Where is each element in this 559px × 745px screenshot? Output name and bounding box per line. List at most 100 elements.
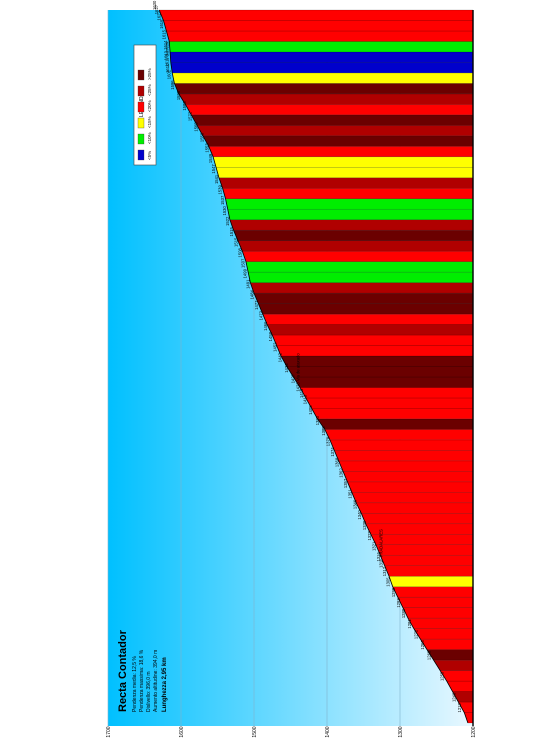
segment-band-61: [174, 83, 474, 94]
segment-band-29: [317, 418, 474, 430]
segment-band-51: [222, 188, 474, 199]
legend-label-5: <25%: [147, 84, 152, 96]
profile-title: Recta Contador: [117, 629, 129, 712]
point-label-37: 1466: [263, 321, 268, 331]
point-label-66: 1615: [162, 29, 167, 39]
point-label-18: 1340: [357, 510, 362, 520]
segment-band-26: [334, 450, 474, 461]
segment-band-46: [237, 240, 474, 252]
segment-band-62: [172, 72, 474, 84]
segment-band-58: [191, 114, 474, 126]
point-label-58: 1580: [182, 101, 187, 111]
point-label-22: 1362: [339, 468, 344, 478]
stat-line-4: Aumento altitudine: 394,0 m: [153, 650, 159, 712]
point-label-53: 1549: [208, 153, 213, 163]
profile-outline: [158, 9, 469, 724]
point-label-41: 1491: [246, 279, 251, 289]
segment-band-36: [276, 345, 474, 357]
segment-band-52: [218, 177, 474, 189]
tick-label-1300: 1300: [398, 726, 404, 737]
legend-swatch-6: [137, 69, 145, 81]
legend-label-2: <10%: [147, 132, 152, 144]
legend-box: [133, 44, 157, 166]
point-label-38: 1472: [258, 310, 263, 320]
point-label-70: 1630: [152, 0, 157, 10]
segment-band-65: [169, 41, 474, 53]
legend-label-6: >25%: [147, 68, 152, 80]
segment-band-56: [202, 135, 474, 147]
legend-swatch-5: [137, 85, 145, 97]
point-label-25: 1379: [326, 436, 331, 446]
segment-band-8: [420, 639, 474, 650]
point-label-30: 1418: [299, 388, 304, 398]
point-label-60: 1596: [170, 80, 175, 90]
point-label-63: 1611 Barretta: [164, 41, 169, 67]
point-label-12: 1312: [382, 566, 387, 576]
point-label-48: 1530: [222, 206, 227, 216]
point-label-49: 1537: [220, 195, 225, 205]
tick-label-1600: 1600: [179, 726, 185, 737]
point-label-9: 1293: [396, 598, 401, 608]
legend-items: <5% <10% <15% <20% <25% >25%: [137, 68, 152, 161]
segment-band-49: [227, 209, 474, 220]
segment-band-67: [163, 20, 474, 32]
segment-band-68: [158, 9, 474, 21]
segment-band-24: [342, 471, 474, 482]
point-label-31: 1420 Via de ataxado: [295, 353, 300, 392]
point-label-26: 1385: [321, 426, 326, 436]
segment-band-54: [213, 156, 474, 168]
point-label-61: 1602: [167, 69, 172, 79]
segment-band-20: [361, 513, 474, 524]
point-label-10: 1298: [391, 587, 396, 597]
point-label-34: 1442: [278, 352, 283, 362]
point-label-65: 1614: [163, 40, 168, 50]
segment-band-34: [286, 366, 474, 378]
segment-band-53: [215, 167, 474, 178]
segment-band-60: [178, 93, 474, 105]
tick-label-1500: 1500: [252, 726, 258, 737]
segment-band-28: [324, 429, 474, 440]
segment-band-22: [351, 492, 474, 503]
point-label-16: 1327: [367, 531, 372, 541]
point-label-21: 1357: [343, 478, 348, 488]
legend-swatch-3: [137, 117, 145, 129]
segment-band-37: [272, 334, 474, 346]
segment-band-9: [413, 628, 474, 640]
point-label-35: 1452: [272, 342, 277, 352]
point-label-39: 1477: [254, 300, 259, 310]
segment-band-16: [380, 555, 474, 566]
segment-band-57: [196, 125, 474, 136]
segment-band-23: [347, 481, 474, 493]
point-label-68: 1622: [156, 10, 161, 20]
segment-band-48: [229, 219, 474, 231]
point-label-8: 1289: [401, 608, 406, 618]
point-label-29: 1413: [302, 394, 307, 404]
point-label-50: 1539: [217, 185, 222, 195]
segment-band-66: [166, 30, 474, 42]
segment-band-18: [370, 534, 474, 545]
legend-label-4: <20%: [147, 100, 152, 112]
tick-label-1200: 1200: [471, 726, 477, 737]
segment-band-32: [299, 387, 474, 399]
point-label-44: 1508: [238, 247, 243, 257]
segment-band-27: [329, 439, 474, 451]
point-label-47: 1522: [225, 216, 230, 226]
stat-line-2: Pendenza massima: 18,6 %: [139, 649, 145, 712]
point-label-20: 1351: [347, 489, 352, 499]
stat-line-3: Dislivello: 396,0 m: [146, 671, 152, 712]
segment-band-14: [388, 576, 474, 587]
segment-band-35: [280, 355, 474, 367]
segment-band-12: [397, 597, 474, 608]
segment-band-44: [245, 261, 474, 273]
point-label-2: 1240: [451, 692, 456, 702]
segment-band-17: [375, 544, 474, 556]
segment-band-55: [208, 146, 474, 157]
point-label-57: 1572: [188, 111, 193, 121]
segment-band-45: [242, 251, 474, 262]
length-line: Lunghezza 2,95 km: [162, 657, 168, 712]
point-label-67: 1616: [159, 19, 164, 29]
point-label-52: 1547: [211, 164, 216, 174]
segment-band-39: [262, 313, 474, 325]
